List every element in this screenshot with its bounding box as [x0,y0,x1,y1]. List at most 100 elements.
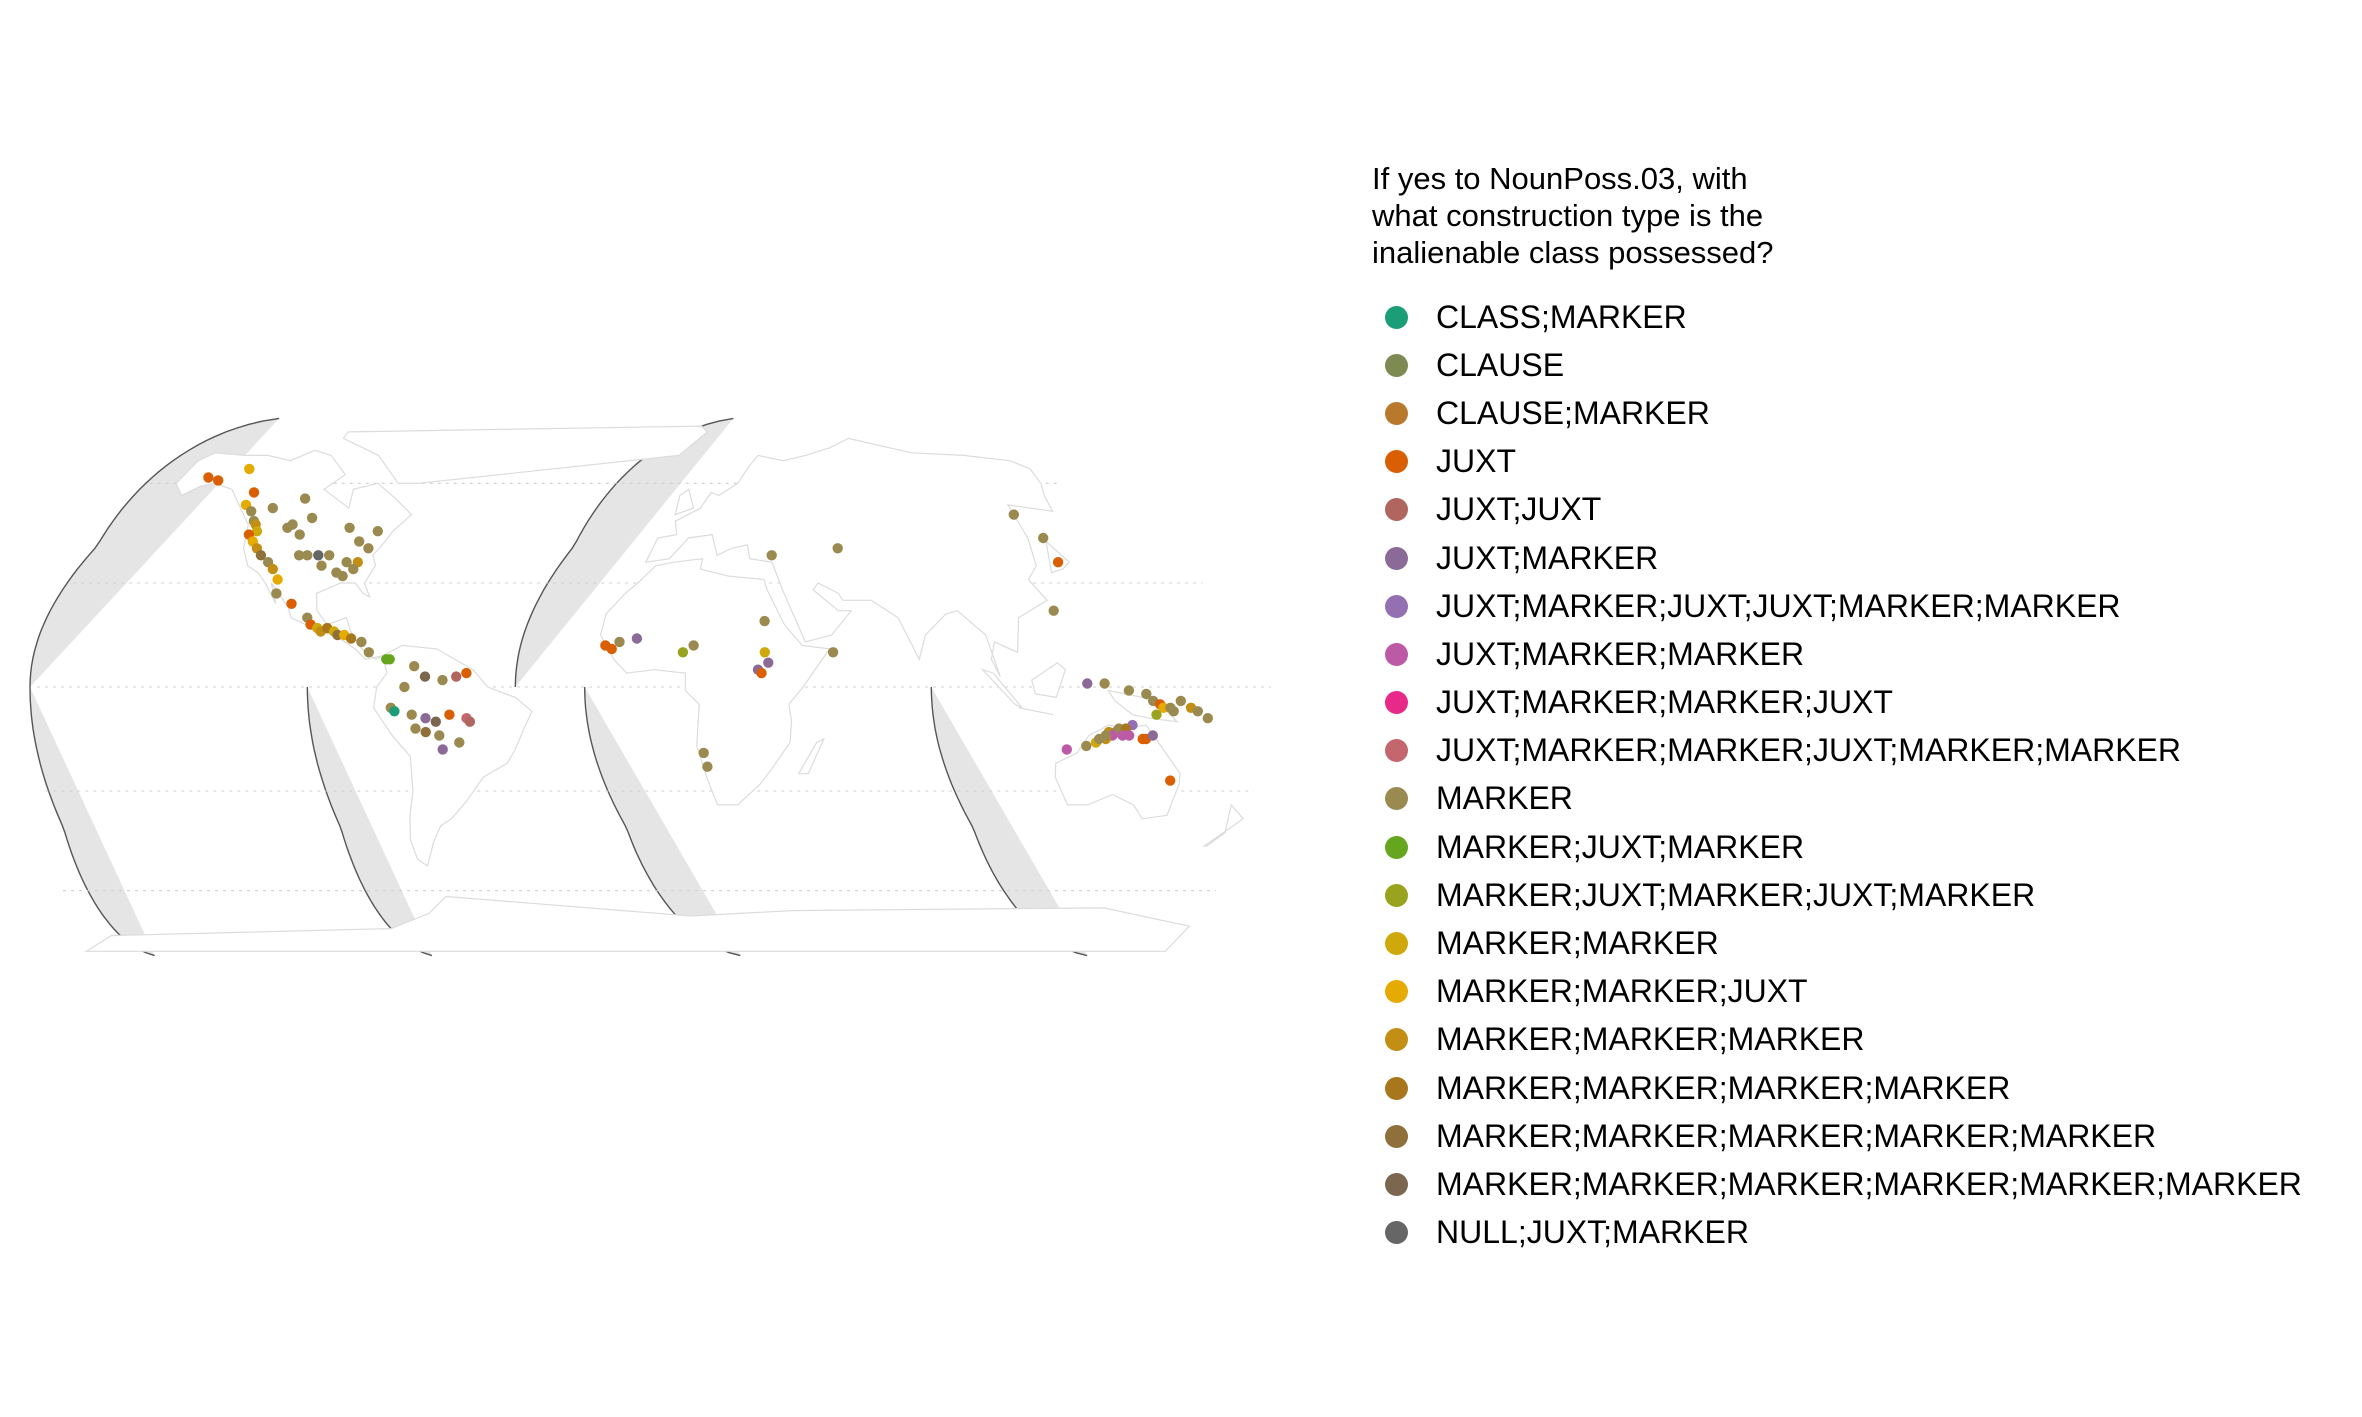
legend-item: CLAUSE;MARKER [1372,389,2352,437]
language-point [430,716,441,727]
land-polygon [797,737,826,775]
legend-label: CLAUSE;MARKER [1436,394,1710,431]
language-point [248,487,260,498]
legend-label: MARKER;MARKER;MARKER [1436,1021,1865,1058]
legend-label: MARKER;MARKER [1436,925,1719,962]
legend-swatch [1385,1124,1408,1148]
land-polygon [1045,539,1071,574]
legend: If yes to NounPoss.03, with what constru… [1372,160,2352,1257]
language-point [1202,713,1214,724]
legend-item: NULL;JUXT;MARKER [1372,1209,2352,1257]
language-point [294,529,305,540]
land-polygon [1031,661,1067,699]
language-point [267,563,278,575]
legend-label: CLASS;MARKER [1436,298,1687,335]
language-point [1117,730,1128,741]
legend-item: MARKER;JUXT;MARKER;JUXT;MARKER [1372,871,2352,919]
language-point [344,522,355,533]
legend-swatch [1385,642,1408,666]
language-point [1147,730,1159,741]
language-point [246,506,257,517]
language-point [316,560,327,571]
language-point [409,661,420,672]
language-point [451,671,462,682]
legend-swatch [1385,401,1408,425]
land-polygon [1202,803,1244,847]
language-point [420,726,431,738]
world-map [29,417,1272,957]
language-point [348,563,359,575]
language-point [444,709,455,720]
language-point [420,713,431,724]
land-masses [84,425,1244,952]
legend-swatch [1385,1172,1408,1196]
legend-item: JUXT;MARKER;MARKER [1372,630,2352,678]
legend-label: JUXT;MARKER;MARKER;JUXT [1436,684,1893,721]
legend-label: MARKER;MARKER;MARKER;MARKER;MARKER [1436,1117,2157,1154]
legend-item: JUXT;MARKER;MARKER;JUXT [1372,679,2352,727]
language-point [1099,678,1110,689]
legend-item: CLAUSE [1372,341,2352,389]
legend-item: MARKER;JUXT;MARKER [1372,823,2352,871]
legend-item: MARKER;MARKER;MARKER [1372,1016,2352,1064]
map-lobe [306,686,433,957]
legend-swatch [1385,787,1408,811]
legend-item: CLASS;MARKER [1372,293,2352,341]
language-point [454,737,465,748]
legend-label: MARKER;JUXT;MARKER [1436,828,1805,865]
legend-swatch [1385,883,1408,907]
language-point [756,667,767,679]
language-point [759,615,770,627]
legend-label: MARKER;JUXT;MARKER;JUXT;MARKER [1436,876,2036,913]
language-point [345,633,357,644]
language-point [271,588,282,599]
legend-item: JUXT;MARKER [1372,534,2352,582]
language-point [251,526,263,537]
legend-title-line: inalienable class possessed? [1372,235,1774,270]
land-polygon [644,437,1054,677]
legend-swatch [1385,498,1408,522]
language-point [286,598,297,609]
legend-item: MARKER;MARKER [1372,919,2352,967]
language-point [1048,605,1059,616]
legend-label: CLAUSE [1436,346,1565,383]
land-polygon [674,488,695,516]
language-point [677,647,689,658]
language-point [384,654,395,665]
language-point [434,730,445,741]
legend-label: JUXT;MARKER [1436,539,1659,576]
language-point [406,709,417,720]
land-polygon [84,895,1191,952]
map-lobe [29,417,280,688]
legend-swatch [1385,594,1408,618]
language-point [306,512,318,524]
land-polygon [599,558,831,806]
legend-swatch [1385,980,1408,1004]
legend-label: MARKER;MARKER;MARKER;MARKER [1436,1069,2011,1106]
language-points [203,463,1214,786]
legend-label: NULL;JUXT;MARKER [1436,1214,1749,1251]
language-point [1151,709,1162,720]
legend-label: JUXT;MARKER;MARKER;JUXT;MARKER;MARKER [1436,732,2181,769]
language-point [324,550,335,561]
language-point [356,636,367,648]
legend-item: JUXT;JUXT [1372,486,2352,534]
language-point [389,706,400,717]
legend-label: MARKER;MARKER;MARKER;MARKER;MARKER;MARKE… [1436,1165,2302,1202]
language-point [287,519,298,530]
legend-label: JUXT;MARKER;JUXT;JUXT;MARKER;MARKER [1436,587,2121,624]
language-point [1082,678,1093,689]
language-point [293,550,305,561]
language-point [313,550,324,561]
language-point [1038,532,1049,544]
language-point [399,681,410,693]
language-point [419,671,431,682]
language-point [827,647,839,658]
language-point [698,747,709,759]
language-point [1175,695,1187,707]
ocean-lobes [29,417,1088,957]
legend-swatch [1385,932,1408,956]
language-point [606,643,617,655]
map-lobe [29,686,155,957]
legend-swatch [1385,691,1408,715]
